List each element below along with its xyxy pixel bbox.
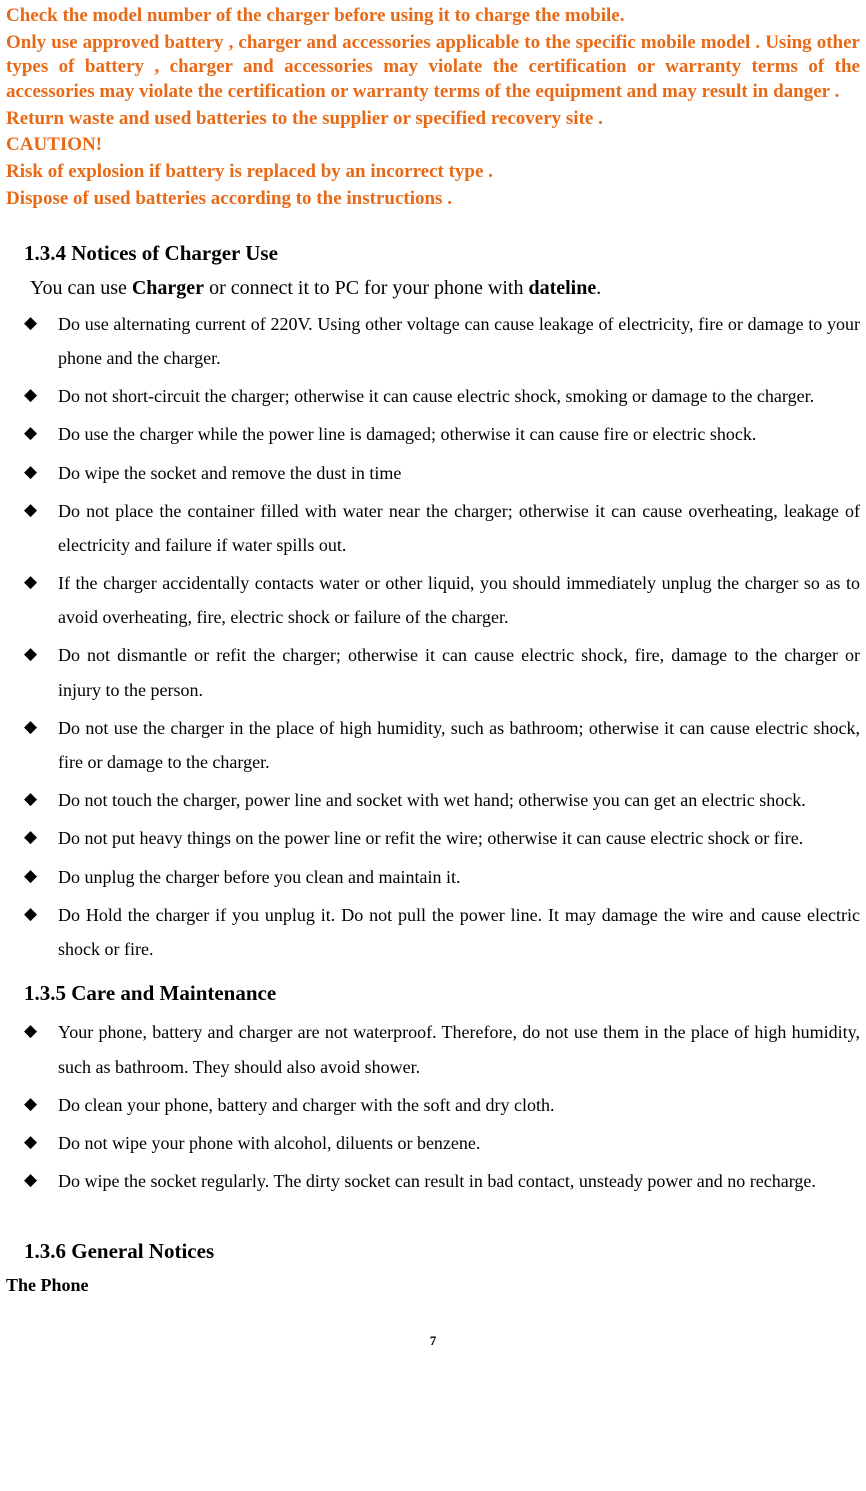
section-134-intro: You can use Charger or connect it to PC … xyxy=(30,275,860,301)
list-item: Do Hold the charger if you unplug it. Do… xyxy=(6,898,860,966)
list-item: Do wipe the socket regularly. The dirty … xyxy=(6,1164,860,1198)
section-134-list: Do use alternating current of 220V. Usin… xyxy=(6,307,860,966)
warning-block: Check the model number of the charger be… xyxy=(6,4,860,212)
intro-text: . xyxy=(596,277,601,299)
intro-bold: Charger xyxy=(132,277,204,299)
section-134-title: 1.3.4 Notices of Charger Use xyxy=(24,240,860,267)
list-item: Do use the charger while the power line … xyxy=(6,417,860,451)
warning-line: Check the model number of the charger be… xyxy=(6,4,860,29)
list-item: Do not use the charger in the place of h… xyxy=(6,711,860,779)
list-item: Do unplug the charger before you clean a… xyxy=(6,860,860,894)
warning-line: Risk of explosion if battery is replaced… xyxy=(6,160,860,185)
warning-line: Dispose of used batteries according to t… xyxy=(6,187,860,212)
warning-line: Return waste and used batteries to the s… xyxy=(6,107,860,132)
list-item: Do not touch the charger, power line and… xyxy=(6,783,860,817)
intro-bold: dateline xyxy=(528,277,596,299)
section-136-title: 1.3.6 General Notices xyxy=(24,1238,860,1265)
list-item: Do not place the container filled with w… xyxy=(6,494,860,562)
page-number: 7 xyxy=(6,1333,860,1350)
list-item: Your phone, battery and charger are not … xyxy=(6,1015,860,1083)
list-item: Do not wipe your phone with alcohol, dil… xyxy=(6,1126,860,1160)
list-item: Do not short-circuit the charger; otherw… xyxy=(6,379,860,413)
warning-line: CAUTION! xyxy=(6,133,860,158)
section-135-title: 1.3.5 Care and Maintenance xyxy=(24,980,860,1007)
list-item: If the charger accidentally contacts wat… xyxy=(6,566,860,634)
intro-text: or connect it to PC for your phone with xyxy=(204,277,528,299)
list-item: Do not put heavy things on the power lin… xyxy=(6,821,860,855)
list-item: Do use alternating current of 220V. Usin… xyxy=(6,307,860,375)
list-item: Do not dismantle or refit the charger; o… xyxy=(6,638,860,706)
warning-line: Only use approved battery , charger and … xyxy=(6,31,860,105)
section-136-subhead: The Phone xyxy=(6,1274,860,1297)
list-item: Do clean your phone, battery and charger… xyxy=(6,1088,860,1122)
intro-text: You can use xyxy=(30,277,132,299)
list-item: Do wipe the socket and remove the dust i… xyxy=(6,456,860,490)
section-135-list: Your phone, battery and charger are not … xyxy=(6,1015,860,1198)
